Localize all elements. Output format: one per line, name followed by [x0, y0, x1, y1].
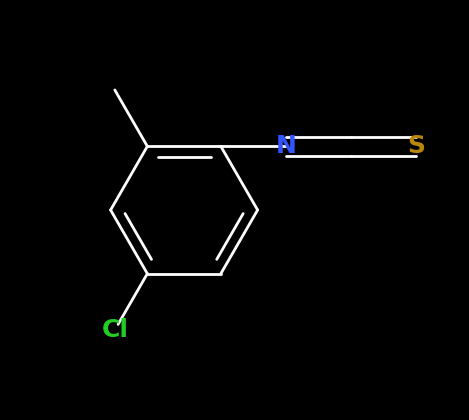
Text: Cl: Cl [101, 318, 129, 342]
Text: N: N [275, 134, 296, 158]
Text: S: S [407, 134, 425, 158]
